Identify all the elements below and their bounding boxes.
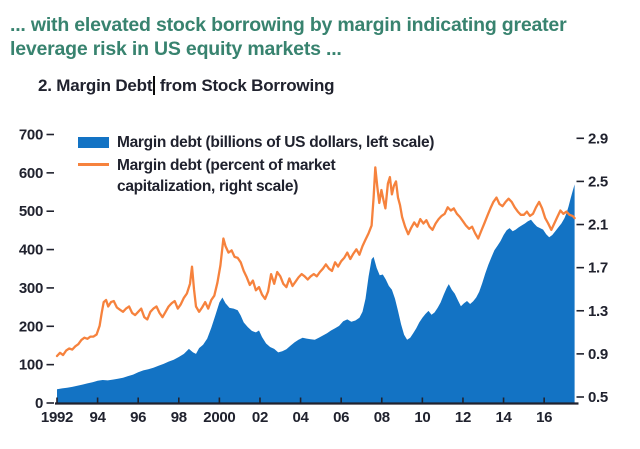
x-axis-tick-label: 10 (414, 409, 430, 426)
x-axis-tick-label: 2000 (203, 409, 235, 426)
x-axis-tick-label: 02 (252, 409, 268, 426)
x-axis-tick-label: 06 (333, 409, 349, 426)
x-axis-tick-label: 94 (90, 409, 107, 426)
x-axis-tick-label: 96 (130, 409, 146, 426)
x-axis-tick-label: 12 (455, 409, 471, 426)
chart-title-part1: 2. Margin Debt (38, 76, 153, 95)
text-cursor (153, 76, 155, 95)
x-axis-tick-label: 14 (496, 409, 513, 426)
legend-label-right-scale: Margin debt (percent of market capitaliz… (117, 157, 336, 195)
left-axis-tick-label: 700 (19, 127, 43, 144)
right-axis-tick-label: 2.1 (588, 217, 608, 234)
left-axis-tick-label: 100 (19, 357, 43, 374)
x-axis-tick-label: 04 (293, 409, 310, 426)
right-axis-tick-label: 0.5 (588, 389, 608, 406)
right-axis-tick-label: 0.9 (588, 346, 608, 363)
right-axis-tick-label: 1.7 (588, 260, 608, 277)
legend-label-left-scale: Margin debt (billions of US dollars, lef… (117, 134, 435, 151)
chart-title-part2: from Stock Borrowing (159, 76, 335, 95)
left-axis-tick-label: 500 (19, 203, 43, 220)
left-axis-tick-label: 0 (35, 395, 43, 412)
right-axis-tick-label: 2.9 (588, 130, 608, 147)
x-axis-tick-label: 1992 (41, 409, 73, 426)
chart-title[interactable]: 2. Margin Debt from Stock Borrowing (38, 76, 335, 96)
legend-swatch-orange-line (78, 163, 109, 167)
right-axis-tick-label: 2.5 (588, 173, 608, 190)
margin-debt-area-series (57, 184, 575, 403)
left-axis-tick-label: 200 (19, 318, 43, 335)
legend-swatch-blue-area (78, 137, 109, 148)
right-axis-tick-label: 1.3 (588, 303, 608, 320)
legend: Margin debt (billions of US dollars, lef… (78, 133, 434, 199)
left-axis-tick-label: 300 (19, 280, 43, 297)
left-axis-tick-label: 600 (19, 165, 43, 182)
figure-caption: ... with elevated stock borrowing by mar… (10, 14, 567, 60)
left-axis-tick-label: 400 (19, 242, 43, 259)
margin-debt-percent-line-series (55, 166, 576, 358)
legend-item-margin-debt-percent: Margin debt (percent of market capitaliz… (78, 155, 434, 197)
x-axis-tick-label: 98 (171, 409, 187, 426)
legend-item-margin-debt-dollars: Margin debt (billions of US dollars, lef… (78, 133, 434, 153)
x-axis-tick-label: 08 (374, 409, 390, 426)
x-axis-tick-label: 16 (536, 409, 552, 426)
